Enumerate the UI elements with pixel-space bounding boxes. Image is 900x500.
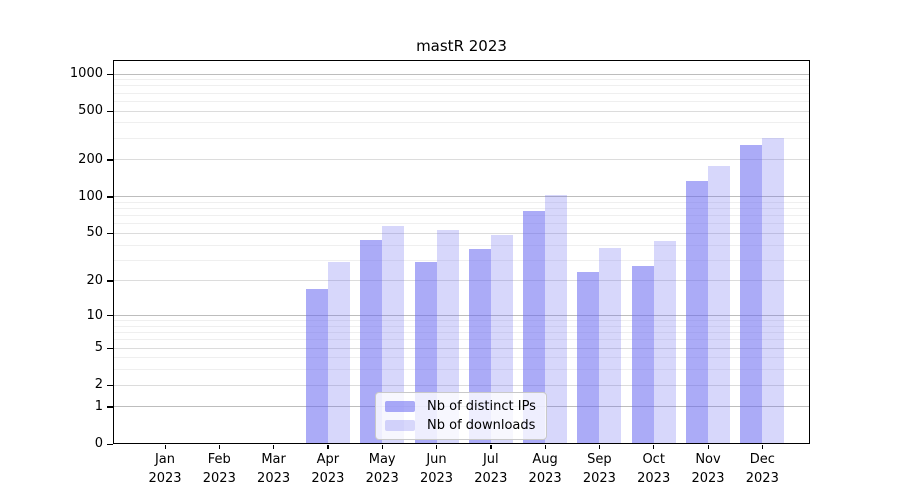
bar-downloads-jun — [436, 230, 459, 444]
x-tick — [327, 444, 329, 449]
bar-ips-oct — [631, 265, 654, 444]
x-tick-label: Mar 2023 — [257, 452, 291, 486]
x-tick — [381, 444, 383, 449]
x-tick-label: Sep 2023 — [582, 452, 616, 486]
x-tick — [490, 444, 492, 449]
bar-downloads-aug — [545, 195, 568, 444]
y-tick-label: 1000 — [69, 66, 103, 81]
gridline — [113, 232, 810, 234]
bar-downloads-dec — [762, 138, 785, 444]
legend-item-distinct-ips: Nb of distinct IPs — [385, 398, 538, 415]
x-tick — [544, 444, 546, 449]
y-tick-label: 5 — [94, 340, 103, 356]
gridline-minor — [113, 79, 810, 81]
y-tick-label: 1 — [94, 398, 103, 414]
bar-downloads-sep — [599, 247, 622, 444]
gridline-major — [113, 196, 810, 198]
y-tick — [107, 406, 113, 408]
bar-ips-sep — [577, 271, 600, 444]
plot-area — [113, 60, 810, 444]
y-tick — [107, 384, 113, 386]
bar-ips-nov — [686, 180, 708, 444]
gridline-minor — [113, 320, 810, 322]
gridline-minor — [113, 100, 810, 102]
gridline — [113, 384, 810, 386]
y-tick-label: 100 — [78, 188, 103, 204]
bar-ips-aug — [523, 211, 546, 444]
gridline-major — [113, 315, 810, 317]
bar-downloads-may — [382, 225, 405, 444]
x-tick — [598, 444, 601, 449]
bar-ips-apr — [305, 289, 328, 444]
legend: Nb of distinct IPs Nb of downloads — [375, 392, 547, 440]
x-tick — [761, 444, 764, 449]
legend-item-downloads: Nb of downloads — [385, 417, 538, 434]
y-tick — [107, 232, 113, 235]
gridline-minor — [113, 137, 810, 139]
gridline-minor — [113, 259, 810, 261]
gridline-minor — [113, 325, 810, 327]
y-tick-label: 0 — [94, 436, 103, 451]
x-tick-label: Oct 2023 — [637, 452, 671, 486]
gridline-minor — [113, 223, 810, 225]
y-tick — [107, 73, 113, 75]
gridline-minor — [113, 85, 810, 87]
gridline-minor — [113, 201, 810, 203]
y-tick — [107, 315, 113, 317]
x-tick-label: Apr 2023 — [311, 452, 345, 486]
gridline-minor — [113, 369, 810, 371]
gridline-minor — [113, 215, 810, 217]
y-tick — [107, 159, 113, 161]
x-tick-label: Feb 2023 — [202, 452, 236, 486]
gridline-major — [113, 73, 810, 75]
bar-downloads-oct — [653, 241, 676, 444]
bar-downloads-jul — [490, 234, 513, 444]
x-tick-label: Jun 2023 — [419, 452, 454, 486]
gridline-minor — [113, 244, 810, 246]
y-tick-label: 500 — [78, 103, 103, 119]
legend-label-downloads: Nb of downloads — [427, 418, 536, 433]
gridline — [113, 347, 810, 349]
x-tick-label: Jul 2023 — [474, 452, 508, 486]
x-tick — [653, 444, 655, 449]
x-tick — [707, 444, 709, 449]
gridline-minor — [113, 122, 810, 124]
y-tick-label: 10 — [86, 307, 103, 323]
gridline-minor — [113, 339, 810, 341]
y-tick-label: 20 — [86, 272, 103, 288]
y-tick-label: 50 — [86, 225, 103, 241]
bar-downloads-apr — [327, 261, 350, 444]
gridline-minor — [113, 332, 810, 334]
gridline — [113, 280, 810, 282]
x-tick-label: Aug 2023 — [528, 452, 562, 486]
gridline — [113, 110, 810, 112]
y-tick-label: 200 — [78, 151, 103, 167]
x-tick — [273, 444, 275, 449]
y-tick — [107, 110, 113, 112]
x-tick — [436, 444, 438, 449]
chart-title: mastR 2023 — [416, 37, 507, 55]
bar-downloads-nov — [708, 165, 730, 444]
y-tick — [107, 443, 113, 445]
legend-swatch-distinct-ips — [385, 401, 415, 412]
x-tick-label: Nov 2023 — [691, 452, 725, 486]
x-tick — [164, 444, 166, 449]
gridline-minor — [113, 208, 810, 210]
y-tick — [107, 347, 113, 349]
legend-swatch-downloads — [385, 420, 415, 431]
bars-layer — [113, 60, 810, 444]
y-tick-label: 2 — [94, 377, 103, 393]
y-tick — [107, 280, 113, 282]
x-tick-label: Jan 2023 — [148, 452, 182, 486]
x-tick-label: May 2023 — [365, 452, 399, 486]
y-tick — [107, 196, 113, 198]
legend-label-distinct-ips: Nb of distinct IPs — [427, 399, 536, 414]
gridline-minor — [113, 92, 810, 94]
bar-ips-dec — [740, 144, 763, 444]
gridline-minor — [113, 357, 810, 359]
x-tick — [218, 444, 221, 449]
x-tick-label: Dec 2023 — [745, 452, 779, 486]
gridline — [113, 159, 810, 161]
